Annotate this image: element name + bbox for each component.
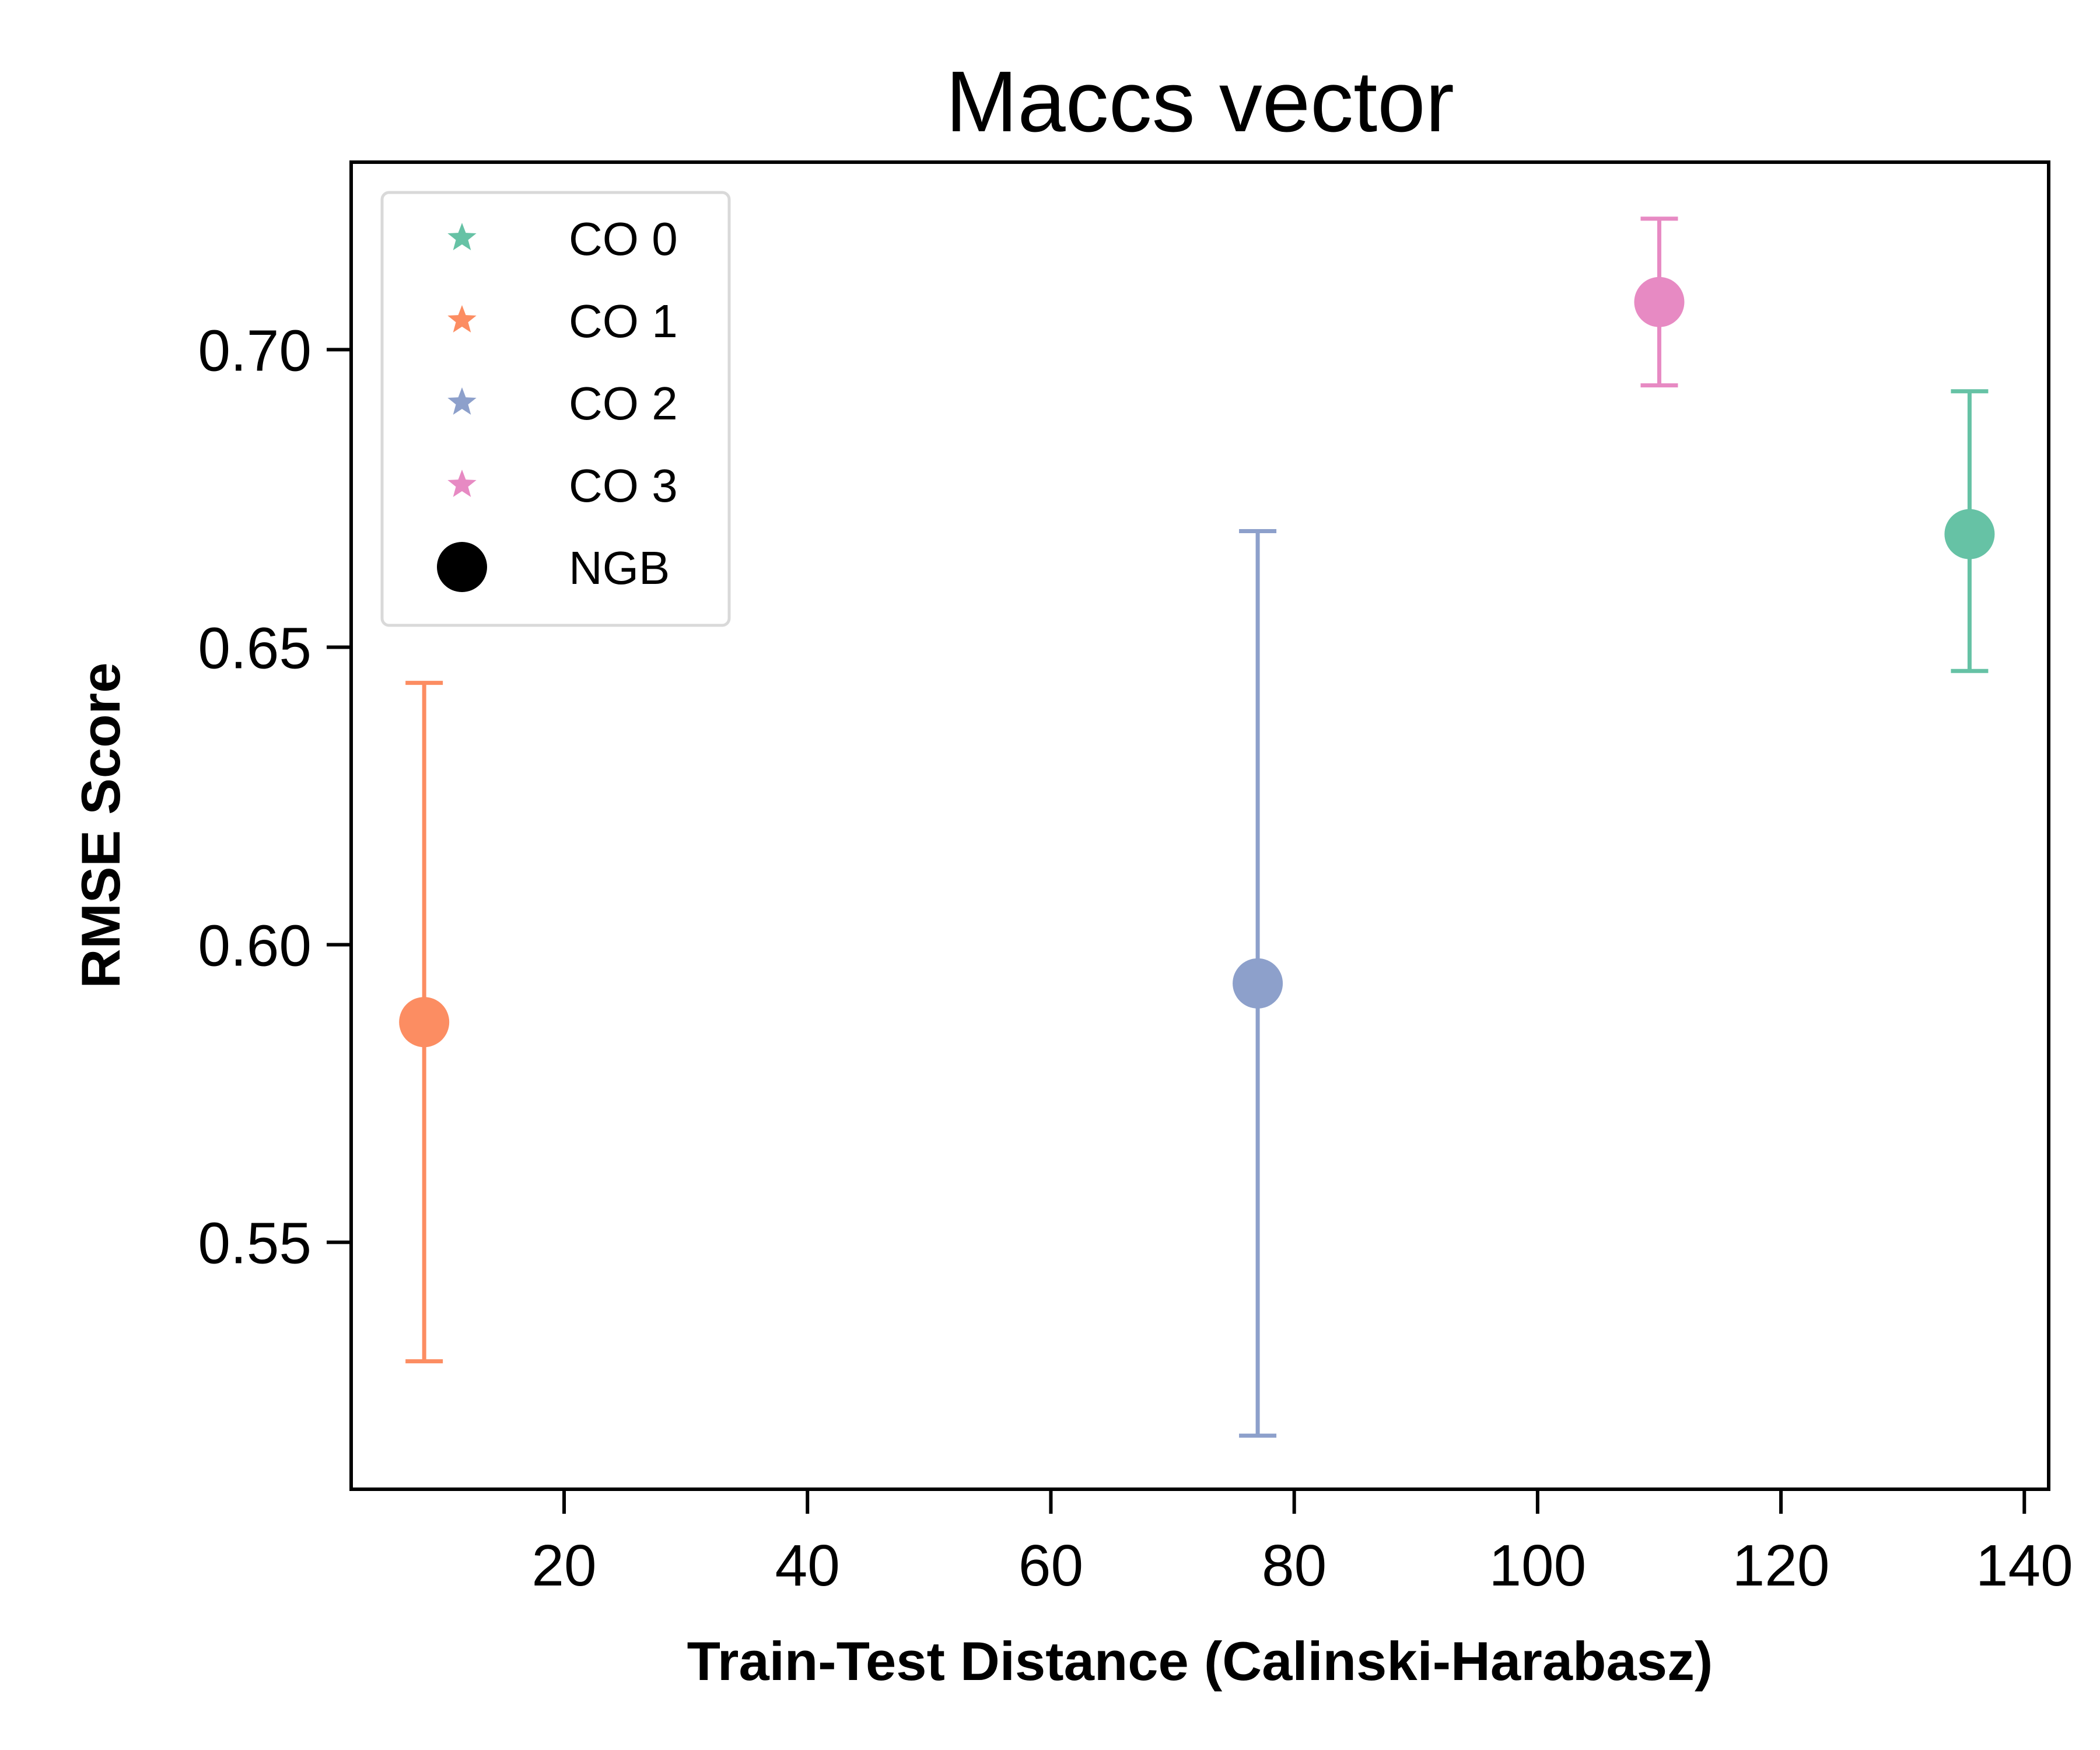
legend-circle-icon <box>437 542 487 592</box>
x-tick-label: 100 <box>1489 1533 1586 1598</box>
plot-frame <box>349 160 2050 1491</box>
x-tick-label: 140 <box>1976 1533 2073 1598</box>
x-tick-label: 40 <box>775 1533 840 1598</box>
data-point <box>399 997 450 1048</box>
y-tick-label: 0.70 <box>198 318 312 383</box>
legend-box <box>380 191 731 627</box>
y-axis-title: RMSE Score <box>70 663 131 989</box>
x-tick-label: 60 <box>1019 1533 1083 1598</box>
chart-title: Maccs vector <box>946 54 1454 150</box>
legend-label: CO 2 <box>569 377 678 429</box>
legend-label: CO 0 <box>569 213 678 265</box>
legend-star-icon <box>447 223 477 250</box>
legend: CO 0 CO 1 CO 2 CO 3 NGB <box>380 191 731 627</box>
x-tick-label: 120 <box>1732 1533 1830 1598</box>
data-point <box>1233 958 1283 1009</box>
y-axis: 0.55 0.60 0.65 0.70 <box>198 318 351 1276</box>
x-axis-title: Train-Test Distance (Calinski-Harabasz) <box>687 1630 1713 1692</box>
data-point <box>1944 509 1995 559</box>
legend-label: CO 3 <box>569 460 678 512</box>
data-point <box>1634 276 1685 327</box>
y-tick-label: 0.60 <box>198 914 312 979</box>
legend-star-icon <box>447 387 477 415</box>
x-axis: 20 40 60 80 100 120 140 <box>531 1489 2073 1598</box>
y-tick-label: 0.55 <box>198 1211 312 1276</box>
legend-label: NGB <box>569 542 670 594</box>
x-tick-label: 20 <box>531 1533 596 1598</box>
y-tick-label: 0.65 <box>198 615 312 681</box>
x-tick-label: 80 <box>1262 1533 1326 1598</box>
legend-star-icon <box>447 470 477 497</box>
legend-label: CO 1 <box>569 295 678 347</box>
plot-marks <box>399 216 1995 1438</box>
legend-star-icon <box>447 305 477 332</box>
